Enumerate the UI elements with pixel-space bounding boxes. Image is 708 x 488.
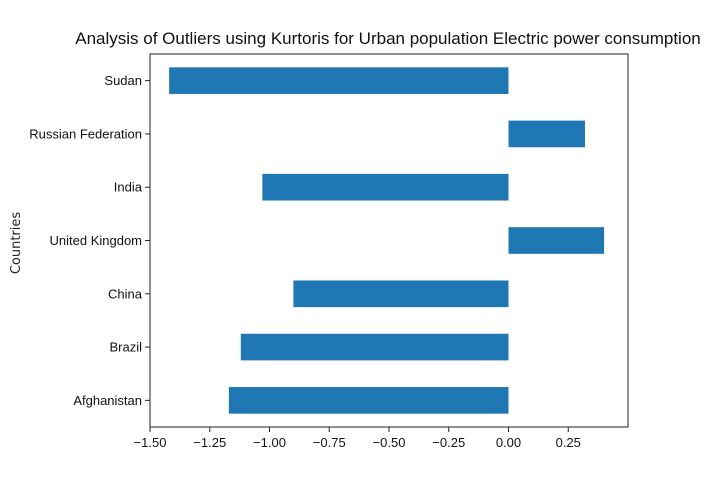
y-tick-label: Afghanistan <box>73 393 142 408</box>
bar-brazil <box>240 333 509 361</box>
bar-russian-federation <box>508 120 585 148</box>
plot-frame <box>149 53 629 428</box>
x-tick-label: −1.25 <box>193 435 226 450</box>
bar-china <box>293 280 509 308</box>
bar-sudan <box>169 67 509 94</box>
x-tick-label: −1.50 <box>134 435 167 450</box>
y-tick-label: United Kingdom <box>50 233 143 248</box>
x-tick-label: −0.25 <box>432 435 465 450</box>
y-tick-label: Brazil <box>109 340 142 355</box>
x-axis-ticks: −1.50 −1.25 −1.00 −0.75 −0.50 −0.25 0.00 0.25 <box>134 427 581 450</box>
x-tick-label: 0.00 <box>496 435 521 450</box>
y-tick-label: Sudan <box>104 73 142 88</box>
bars-group <box>169 67 605 414</box>
y-axis-label: Countries <box>9 212 24 275</box>
x-tick-label: −0.75 <box>313 435 346 450</box>
x-tick-label: 0.25 <box>556 435 581 450</box>
x-tick-label: −1.00 <box>253 435 286 450</box>
chart-title: Analysis of Outliers using Kurtoris for … <box>75 29 701 48</box>
bar-afghanistan <box>228 387 509 414</box>
bar-united-kingdom <box>508 227 605 254</box>
bar-india <box>262 173 509 201</box>
y-tick-label: Russian Federation <box>29 126 142 141</box>
y-axis-ticks: Afghanistan Brazil China United Kingdom Indi… <box>29 73 150 408</box>
y-tick-label: India <box>114 180 143 195</box>
y-tick-label: China <box>108 286 143 301</box>
x-tick-label: −0.50 <box>373 435 406 450</box>
